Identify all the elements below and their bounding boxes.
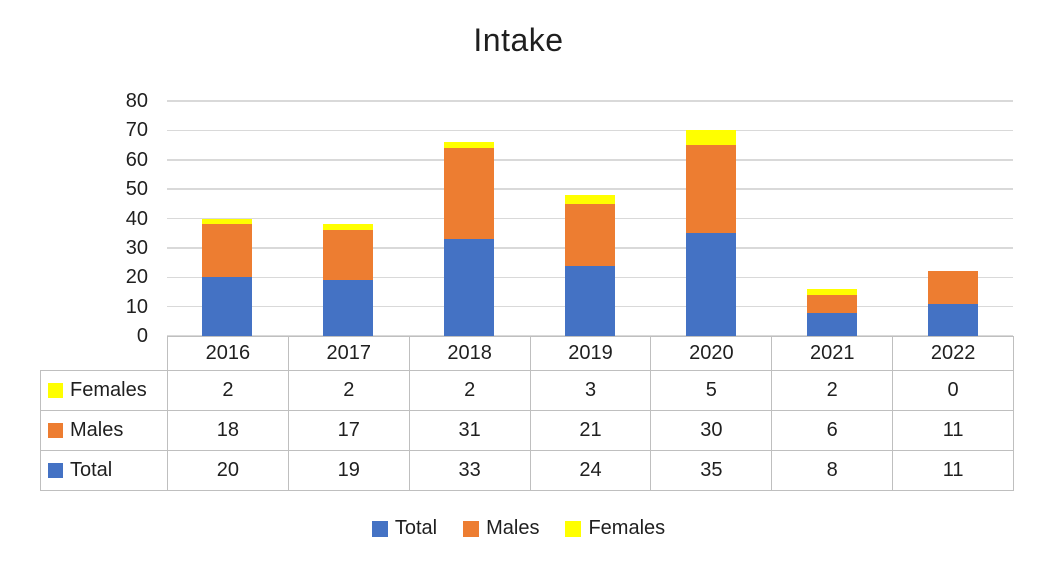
bar-total-2016 <box>202 277 253 336</box>
table-year-header-2022: 2022 <box>892 336 1015 371</box>
bar-males-2022 <box>927 271 978 304</box>
table-cell-total-2021: 8 <box>771 450 894 491</box>
females-swatch-icon <box>48 383 63 398</box>
table-row-label-males: Males <box>40 410 168 451</box>
data-table: 2016 2017 2018 2019 2020 2021 2022 Females 2 2 2 3 5… <box>40 336 1015 491</box>
table-corner-cell <box>41 337 168 371</box>
table-cell-males-2018: 31 <box>408 410 531 451</box>
table-year-header-2021: 2021 <box>771 336 894 371</box>
males-swatch-icon <box>48 423 63 438</box>
table-year-header-2016: 2016 <box>167 336 289 371</box>
table-cell-total-2016: 20 <box>167 450 289 491</box>
table-cell-females-2021: 2 <box>771 370 894 411</box>
table-cell-total-2019: 24 <box>529 450 652 491</box>
table-cell-females-2022: 0 <box>892 370 1015 411</box>
table-cell-males-2019: 21 <box>529 410 652 451</box>
total-swatch-icon <box>48 463 63 478</box>
table-cell-total-2018: 33 <box>408 450 531 491</box>
females-legend-swatch-icon <box>565 520 582 537</box>
legend-item-males: Males <box>463 517 539 540</box>
gridline-80 <box>167 100 1013 102</box>
table-row-females: Females 2 2 2 3 5 2 0 <box>40 370 1015 411</box>
y-tick-label-20: 20 <box>125 266 148 289</box>
bar-males-2020 <box>685 145 736 234</box>
table-cell-males-2022: 11 <box>892 410 1015 451</box>
bar-total-2022 <box>927 303 978 336</box>
table-cell-females-2020: 5 <box>650 370 773 411</box>
legend: Total Males Females <box>0 517 1037 540</box>
gridline-60 <box>167 159 1013 161</box>
bar-females-2018 <box>444 142 495 148</box>
bar-males-2021 <box>806 294 857 313</box>
table-row-label-females: Females <box>40 370 168 411</box>
bar-total-2017 <box>323 280 374 336</box>
bar-males-2016 <box>202 224 253 278</box>
legend-label-females: Females <box>588 517 666 539</box>
series-name-total: Total <box>70 459 113 481</box>
bar-females-2020 <box>685 130 736 146</box>
table-year-header-2020: 2020 <box>650 336 773 371</box>
table-cell-males-2020: 30 <box>650 410 773 451</box>
bar-females-2021 <box>806 289 857 295</box>
bar-total-2019 <box>565 265 615 336</box>
table-cell-females-2019: 3 <box>529 370 652 411</box>
chart-title: Intake <box>473 22 564 58</box>
table-cell-total-2017: 19 <box>287 450 410 491</box>
bar-males-2017 <box>323 230 374 281</box>
table-row-total: Total 20 19 33 24 35 8 11 <box>40 450 1015 491</box>
table-cell-females-2018: 2 <box>408 370 531 411</box>
gridline-70 <box>167 129 1013 132</box>
males-legend-swatch-icon <box>463 520 480 537</box>
series-name-females: Females <box>70 379 147 401</box>
y-tick-label-40: 40 <box>125 207 148 230</box>
legend-label-total: Total <box>394 517 438 539</box>
total-legend-swatch-icon <box>371 520 388 537</box>
legend-item-females: Females <box>565 517 665 540</box>
y-tick-label-10: 10 <box>125 295 148 318</box>
table-cell-males-2016: 18 <box>167 410 289 451</box>
table-cell-total-2020: 35 <box>650 450 773 491</box>
y-tick-label-60: 60 <box>125 148 148 171</box>
y-tick-label-80: 80 <box>125 90 148 112</box>
legend-item-total: Total <box>371 517 438 540</box>
legend-label-males: Males <box>486 517 540 539</box>
bar-males-2018 <box>444 148 495 240</box>
bar-total-2018 <box>444 239 495 336</box>
y-tick-label-50: 50 <box>125 178 148 201</box>
table-year-header-2018: 2018 <box>408 336 531 371</box>
table-cell-total-2022: 11 <box>892 450 1015 491</box>
table-row-males: Males 18 17 31 21 30 6 11 <box>40 410 1015 451</box>
bar-females-2019 <box>565 195 615 204</box>
y-tick-label-70: 70 <box>125 119 148 142</box>
bar-total-2020 <box>685 233 736 336</box>
plot-area <box>167 100 1013 337</box>
gridline-50 <box>167 188 1013 190</box>
table-row-label-total: Total <box>40 450 168 491</box>
table-cell-males-2017: 17 <box>287 410 410 451</box>
series-name-males: Males <box>70 419 124 441</box>
table-year-header-2019: 2019 <box>529 336 652 371</box>
bar-females-2017 <box>323 224 374 231</box>
bar-total-2021 <box>806 312 857 336</box>
bar-males-2019 <box>565 203 615 266</box>
table-cell-females-2016: 2 <box>167 370 289 411</box>
y-tick-label-0: 0 <box>136 325 148 347</box>
bar-females-2016 <box>202 218 253 225</box>
table-year-header-2017: 2017 <box>287 336 410 371</box>
table-cell-females-2017: 2 <box>287 370 410 411</box>
y-tick-label-30: 30 <box>125 236 148 259</box>
table-cell-males-2021: 6 <box>771 410 894 451</box>
